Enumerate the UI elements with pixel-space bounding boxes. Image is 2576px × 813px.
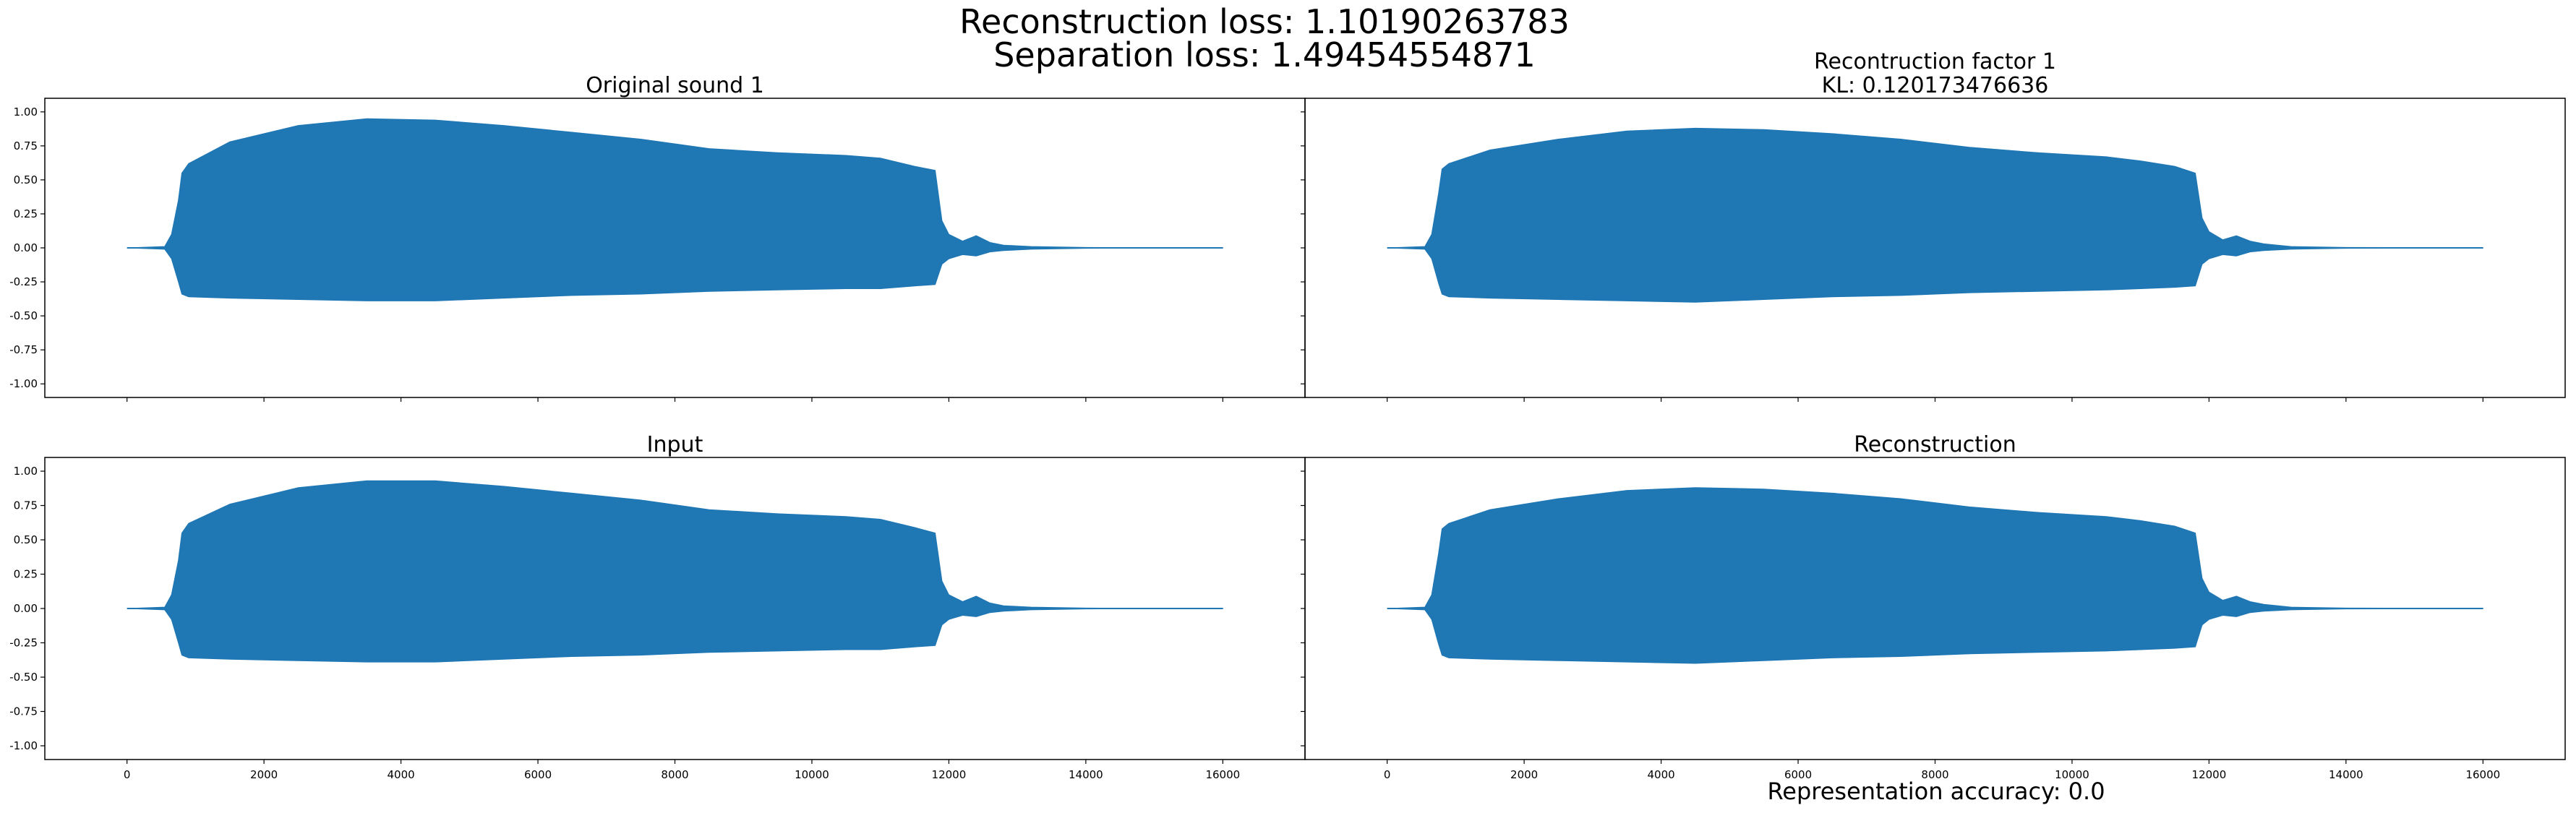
y-tick-label: -0.75: [9, 343, 38, 356]
y-tick-label: -0.50: [9, 309, 38, 322]
x-tick-label: 0: [124, 768, 131, 781]
y-tick-label: 0.75: [14, 139, 38, 152]
x-tick-label: 10000: [795, 768, 829, 781]
y-tick-label: -1.00: [9, 377, 38, 390]
y-tick-label: 0.00: [14, 241, 38, 254]
x-tick-label: 6000: [524, 768, 552, 781]
x-tick-label: 8000: [1921, 768, 1948, 781]
axes-frame: [1304, 457, 2566, 760]
x-tick-label: 4000: [1647, 768, 1674, 781]
x-tick-label: 8000: [661, 768, 688, 781]
x-tick-label: 14000: [2329, 768, 2363, 781]
x-tick-label: 12000: [932, 768, 967, 781]
panel-title-line-1: Recontruction factor 1: [1814, 49, 2056, 74]
y-tick-label: -0.50: [9, 671, 38, 684]
x-tick-label: 10000: [2055, 768, 2089, 781]
panel-title-line-1: Input: [647, 432, 703, 457]
panel-reconstruction: Reconstruction 0 2000 4000 6000 8000 10000 1200…: [1301, 432, 2566, 781]
y-tick-label: 1.00: [14, 106, 38, 119]
x-tick-label: 2000: [1510, 768, 1538, 781]
x-tick-label: 4000: [387, 768, 414, 781]
panel-title-line-1: Original sound 1: [586, 73, 764, 98]
y-tick-label: -1.00: [9, 739, 38, 752]
y-tick-label: -0.25: [9, 637, 38, 650]
x-tick-label: 16000: [2465, 768, 2500, 781]
x-tick-label: 2000: [250, 768, 278, 781]
x-tick-label: 6000: [1784, 768, 1812, 781]
x-tick-label: 0: [1384, 768, 1391, 781]
y-tick-label: 0.00: [14, 602, 38, 615]
y-tick-label: 0.25: [14, 568, 38, 581]
y-tick-label: 0.50: [14, 173, 38, 186]
panel-title-line-2: KL: 0.120173476636: [1822, 73, 2049, 98]
suptitle-line-2: Separation loss: 1.49454554871: [993, 35, 1536, 74]
y-tick-label: 0.50: [14, 533, 38, 546]
representation-accuracy-label: Representation accuracy: 0.0: [1767, 778, 2105, 805]
suptitle-line-1: Reconstruction loss: 1.10190263783: [959, 2, 1570, 41]
axes-frame: [1304, 98, 2566, 398]
panel-title-line-1: Reconstruction: [1854, 432, 2016, 457]
x-tick-label: 14000: [1069, 768, 1103, 781]
panel-reconstruction-factor: Recontruction factor 1KL: 0.120173476636: [1301, 49, 2566, 402]
x-tick-label: 16000: [1205, 768, 1240, 781]
panel-input: Input 0 2000 4000 6000 8000 10000 12000 14000 160…: [9, 432, 1306, 781]
y-tick-label: 1.00: [14, 465, 38, 478]
x-tick-label: 12000: [2192, 768, 2227, 781]
y-tick-label: -0.25: [9, 275, 38, 288]
y-tick-label: 0.75: [14, 499, 38, 512]
y-tick-label: 0.25: [14, 207, 38, 220]
y-tick-label: -0.75: [9, 705, 38, 718]
